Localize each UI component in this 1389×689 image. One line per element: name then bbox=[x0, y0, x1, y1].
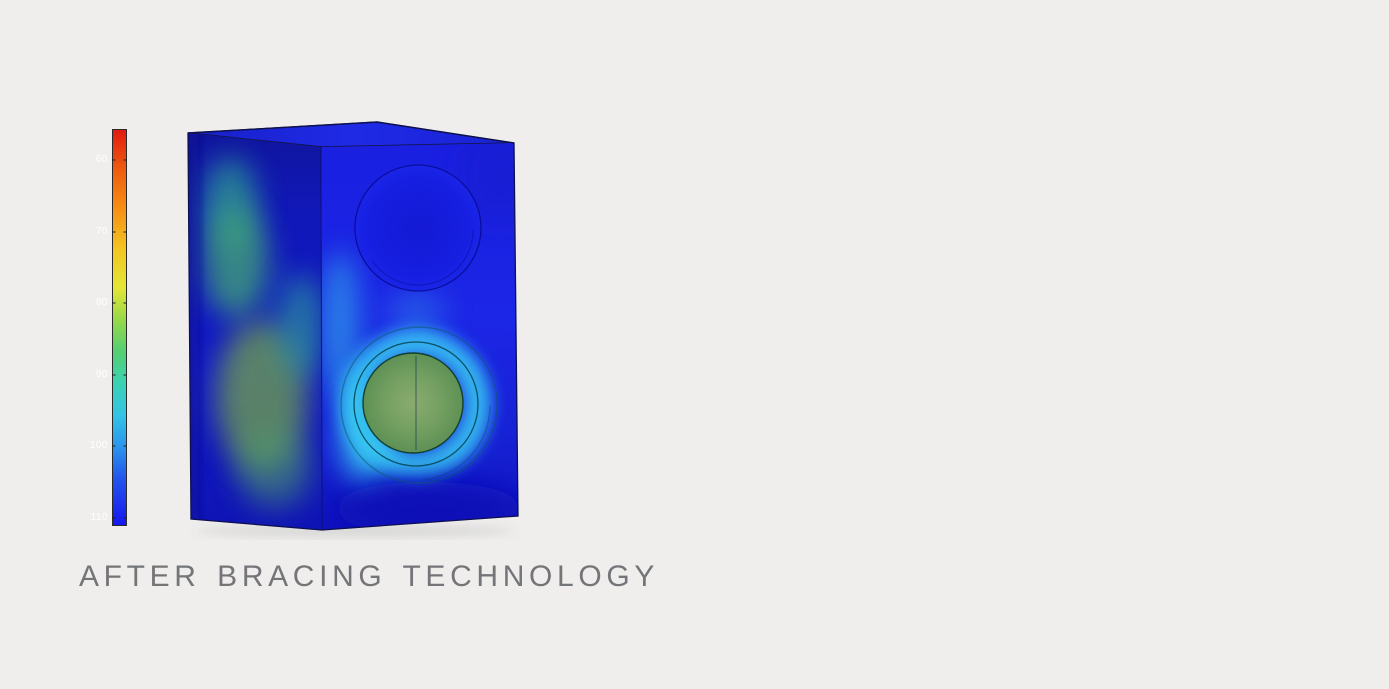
colorbar-tick-label: 100 bbox=[89, 440, 108, 451]
tweeter bbox=[354, 164, 482, 292]
fea-render-after bbox=[187, 121, 519, 537]
colorbar-ticks bbox=[112, 159, 127, 519]
colorbar-tick-label: 90 bbox=[95, 369, 108, 380]
panel-before-bracing: 60 70 80 90 100 110 bbox=[695, 0, 1389, 689]
cabinet-outline bbox=[187, 121, 519, 531]
cabinet-side-panel bbox=[188, 133, 322, 530]
colorbar-tick-label: 60 bbox=[95, 154, 108, 165]
jet-colorbar-after bbox=[112, 129, 127, 526]
caption-after: AFTER BRACING TECHNOLOGY bbox=[79, 560, 659, 593]
cabinet-shadow bbox=[195, 525, 515, 537]
cabinet-front-baffle bbox=[321, 143, 518, 530]
colorbar-tick-label: 80 bbox=[95, 297, 108, 308]
colorbar-labels-after: 60 70 80 90 100 110 bbox=[74, 129, 108, 526]
cabinet-front-edge bbox=[320, 146, 323, 531]
woofer-cone bbox=[362, 352, 464, 454]
colorbar-gradient bbox=[112, 129, 127, 526]
panel-after-bracing: 60 70 80 90 100 110 bbox=[0, 0, 694, 689]
colorbar-tick-label: 70 bbox=[95, 226, 108, 237]
colorbar-tick-label: 110 bbox=[90, 512, 108, 523]
woofer bbox=[340, 326, 498, 484]
